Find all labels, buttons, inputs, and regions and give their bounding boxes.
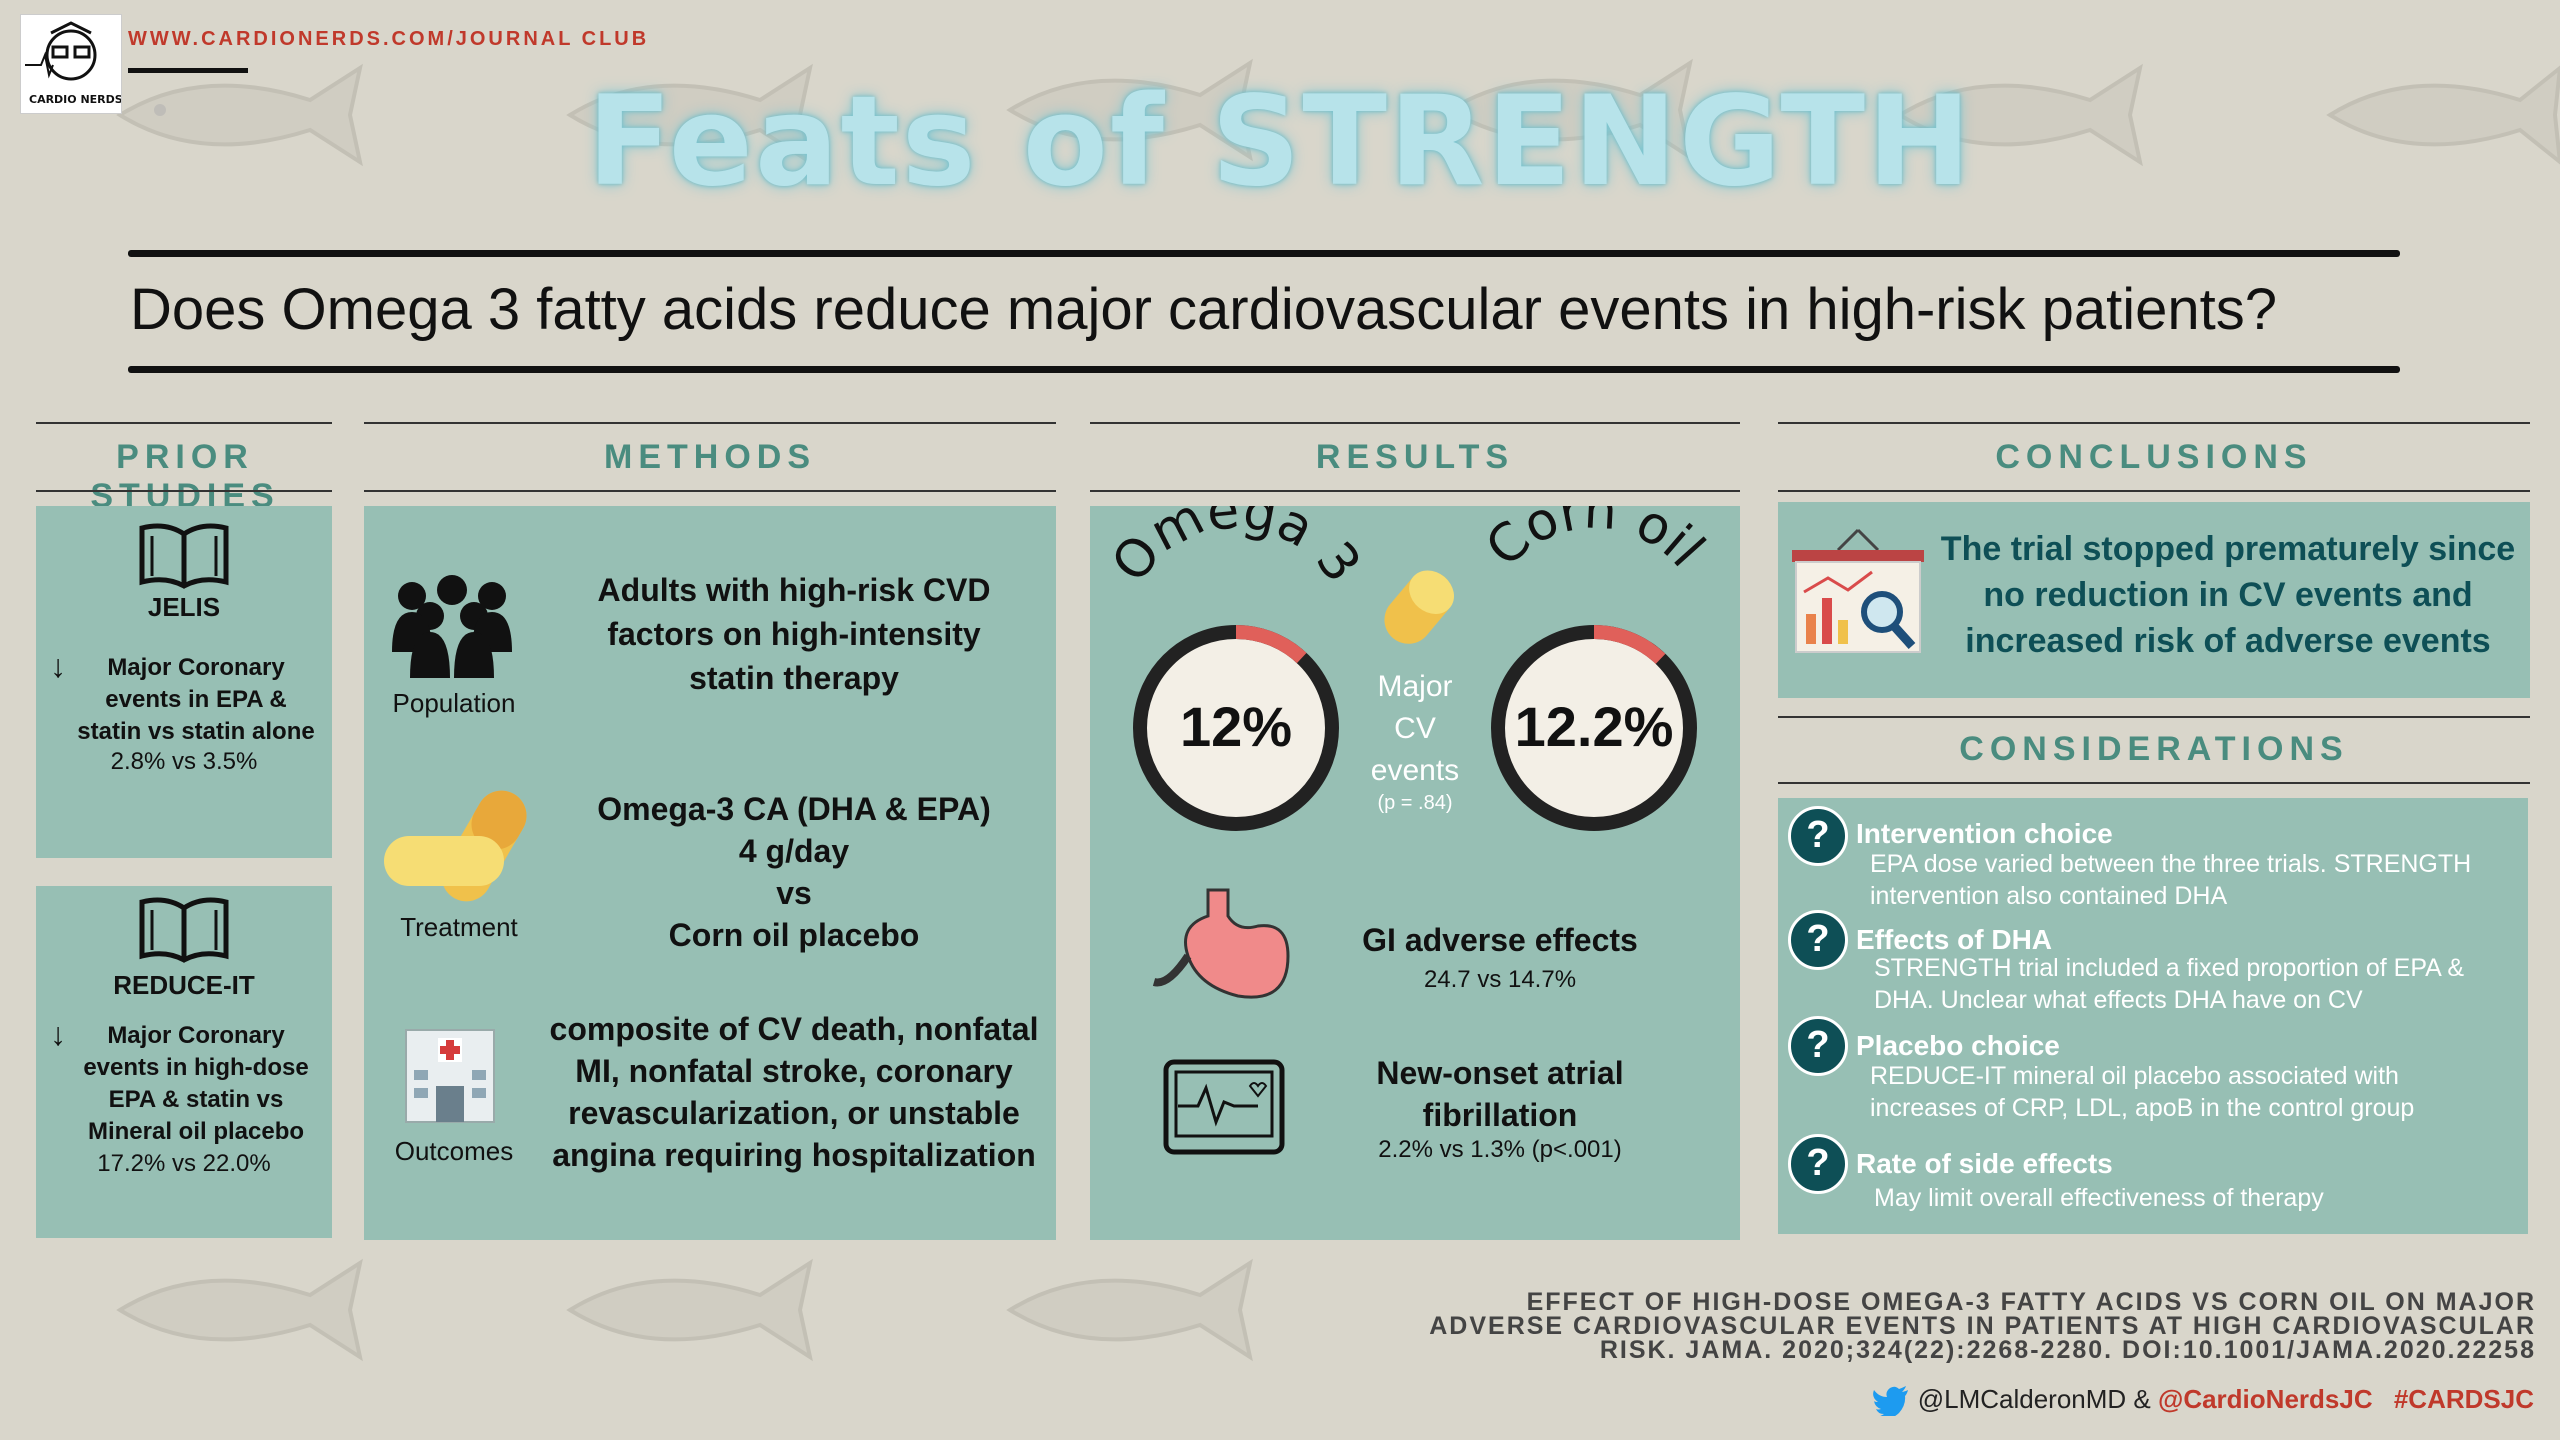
results-rings: Omega 3 Corn oil 12% 12.2% bbox=[1100, 506, 1716, 831]
corn-label: Corn oil bbox=[1475, 506, 1716, 579]
consideration-body: REDUCE-IT mineral oil placebo associated… bbox=[1870, 1062, 2415, 1122]
af-title: New-onset atrial fibrillation bbox=[1376, 1055, 1624, 1133]
conclusion-panel: The trial stopped prematurely since no r… bbox=[1778, 502, 2530, 698]
question-icon: ? bbox=[1788, 910, 1848, 970]
outcomes-label: Outcomes bbox=[394, 1136, 514, 1166]
considerations-panel: ? Intervention choice EPA dose varied be… bbox=[1778, 798, 2528, 1234]
corn-arc bbox=[1593, 625, 1666, 665]
treatment-text: Omega-3 CA (DHA & EPA) 4 g/day vs Corn o… bbox=[597, 791, 991, 953]
results-panel: Omega 3 Corn oil 12% 12.2% Major CV even… bbox=[1090, 506, 1740, 1240]
population-label: Population bbox=[392, 688, 516, 718]
consideration-body: EPA dose varied between the three trials… bbox=[1870, 850, 2472, 910]
logo-icon: CARDIO NERDS bbox=[25, 21, 123, 106]
fish-decoration bbox=[1006, 58, 1253, 162]
omega-arc bbox=[1235, 625, 1307, 664]
fish-decoration bbox=[1006, 1258, 1253, 1362]
gi-title: GI adverse effects bbox=[1362, 922, 1638, 958]
citation: Effect of High-Dose Omega-3 Fatty Acids … bbox=[1429, 1288, 2536, 1364]
consideration-body: May limit overall effectiveness of thera… bbox=[1874, 1184, 2324, 1212]
divider bbox=[364, 490, 1056, 492]
study-finding: Major Coronary events in EPA & statin vs… bbox=[77, 654, 315, 745]
outcomes-text: composite of CV death, nonfatal MI, nonf… bbox=[549, 1011, 1039, 1173]
question-rule bbox=[128, 366, 2400, 373]
capsule-icon bbox=[384, 790, 527, 902]
capsule-icon bbox=[1384, 570, 1455, 644]
section-title-considerations: CONSIDERATIONS bbox=[1959, 730, 2349, 768]
section-title-conclusions: CONCLUSIONS bbox=[1995, 438, 2313, 476]
fish-decoration bbox=[566, 1258, 813, 1362]
study-stat: 17.2% vs 22.0% bbox=[97, 1150, 271, 1177]
p-value: (p = .84) bbox=[1377, 792, 1453, 814]
divider bbox=[36, 490, 332, 492]
down-arrow-icon: ↓ bbox=[50, 1016, 66, 1052]
author-handle[interactable]: @LMCalderonMD & bbox=[1917, 1384, 2158, 1414]
divider bbox=[1778, 490, 2530, 492]
fish-decoration bbox=[566, 63, 813, 167]
book-icon bbox=[139, 523, 229, 589]
hashtag[interactable]: #CARDSJC bbox=[2393, 1384, 2534, 1414]
site-url[interactable]: WWW.CARDIONERDS.COM/JOURNAL CLUB bbox=[128, 28, 650, 50]
conclusion-text: The trial stopped prematurely since no r… bbox=[1940, 530, 2516, 660]
prior-study-card-reduce-it: REDUCE-IT ↓ Major Coronary events in hig… bbox=[36, 886, 332, 1238]
divider bbox=[1778, 716, 2530, 718]
svg-text:CARDIO NERDS: CARDIO NERDS bbox=[29, 93, 121, 106]
fish-decoration bbox=[116, 63, 363, 167]
section-title-prior: PRIOR STUDIES bbox=[90, 438, 280, 515]
divider bbox=[1778, 782, 2530, 784]
social-handles: @LMCalderonMD & @CardioNerdsJC #CARDSJC bbox=[1872, 1384, 2534, 1420]
section-title-results: RESULTS bbox=[1315, 438, 1515, 476]
research-question: Does Omega 3 fatty acids reduce major ca… bbox=[130, 277, 2278, 342]
fish-decoration bbox=[2326, 65, 2560, 165]
fish-decoration bbox=[1896, 63, 2143, 167]
question-icon: ? bbox=[1788, 1016, 1848, 1076]
divider bbox=[364, 422, 1056, 424]
study-finding: Major Coronary events in high-dose EPA &… bbox=[83, 1022, 309, 1145]
divider bbox=[1778, 422, 2530, 424]
study-name: JELIS bbox=[147, 592, 221, 622]
section-title-methods: METHODS bbox=[604, 438, 816, 476]
cardionerds-logo: CARDIO NERDS bbox=[20, 14, 123, 114]
study-stat: 2.8% vs 3.5% bbox=[110, 748, 258, 775]
omega-value: 12% bbox=[1180, 695, 1292, 758]
major-cv-events-label: Major CV events bbox=[1370, 670, 1460, 787]
down-arrow-icon: ↓ bbox=[50, 648, 66, 684]
consideration-body: STRENGTH trial included a fixed proporti… bbox=[1874, 954, 2465, 1014]
methods-panel: Population Adults with high-risk CVD fac… bbox=[364, 506, 1056, 1240]
page-title: Feats of STRENGTH bbox=[587, 70, 1973, 214]
population-icon bbox=[392, 575, 512, 678]
gi-stat: 24.7 vs 14.7% bbox=[1423, 966, 1577, 993]
hospital-icon bbox=[405, 1029, 495, 1123]
consideration-title: Intervention choice bbox=[1856, 818, 2113, 849]
divider bbox=[1090, 422, 1740, 424]
consideration-title: Placebo choice bbox=[1856, 1030, 2060, 1061]
question-icon: ? bbox=[1788, 806, 1848, 866]
treatment-label: Treatment bbox=[400, 912, 518, 942]
divider bbox=[1090, 490, 1740, 492]
heart-monitor-icon bbox=[1163, 1059, 1285, 1155]
fish-decoration bbox=[116, 1258, 363, 1362]
twitter-icon bbox=[1872, 1386, 1909, 1420]
divider bbox=[36, 422, 332, 424]
study-name: REDUCE-IT bbox=[113, 970, 255, 1000]
stomach-icon bbox=[1152, 888, 1290, 999]
corn-value: 12.2% bbox=[1515, 695, 1674, 758]
population-text: Adults with high-risk CVD factors on hig… bbox=[597, 572, 991, 696]
prior-study-card-jelis: JELIS ↓ Major Coronary events in EPA & s… bbox=[36, 506, 332, 858]
fish-decoration bbox=[1446, 58, 1693, 162]
top-rule bbox=[128, 250, 2400, 257]
af-stat: 2.2% vs 1.3% (p<.001) bbox=[1378, 1136, 1622, 1163]
omega-label: Omega 3 bbox=[1100, 506, 1372, 594]
site-underline bbox=[128, 68, 248, 73]
book-icon bbox=[139, 897, 229, 963]
presentation-chart-icon bbox=[1792, 528, 1924, 653]
consideration-title: Effects of DHA bbox=[1856, 924, 2053, 955]
consideration-title: Rate of side effects bbox=[1856, 1148, 2113, 1179]
question-icon: ? bbox=[1788, 1134, 1848, 1194]
cardionerds-handle[interactable]: @CardioNerdsJC bbox=[2157, 1384, 2373, 1414]
